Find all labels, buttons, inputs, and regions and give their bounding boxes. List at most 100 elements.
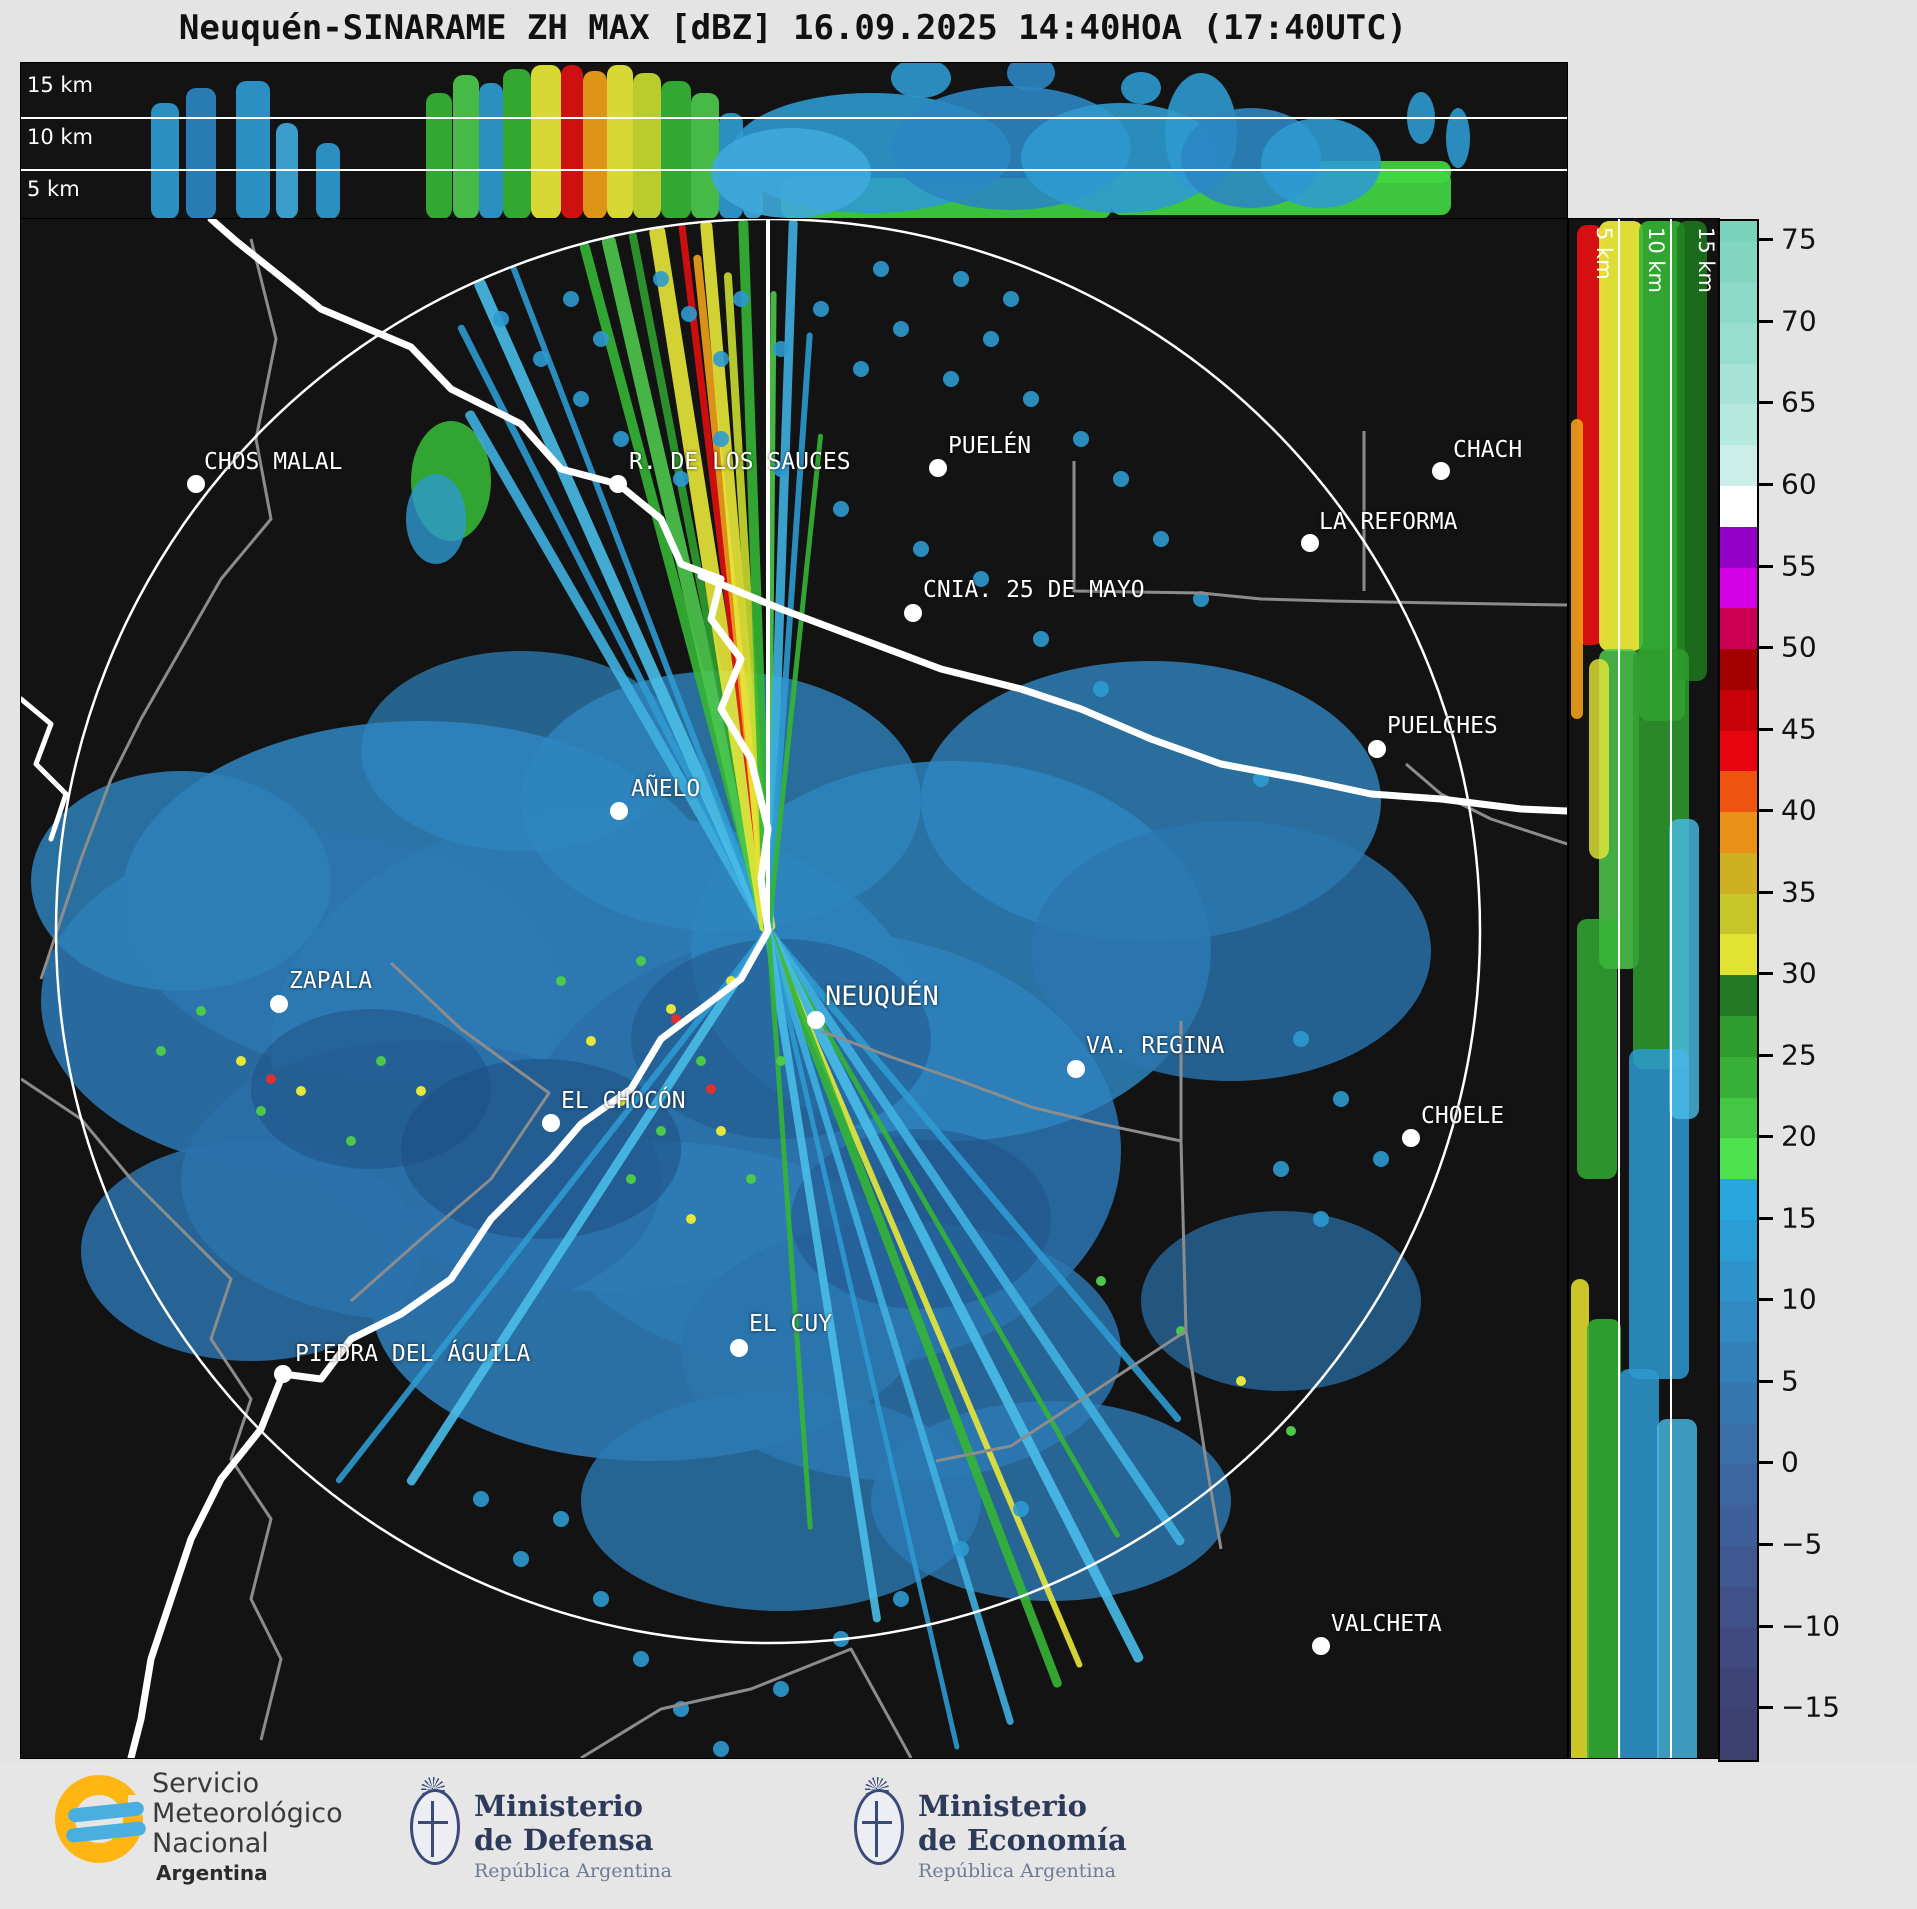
echo-shape — [706, 1084, 716, 1094]
city-label: R. DE LOS SAUCES — [629, 449, 851, 475]
city-label: LA REFORMA — [1319, 509, 1458, 535]
echo-shape — [673, 471, 689, 487]
altitude-axis-label: 15 km — [1694, 227, 1718, 294]
echo-shape — [613, 431, 629, 447]
echo-shape — [833, 501, 849, 517]
echo-shape — [1141, 1211, 1421, 1391]
colorbar-tick-label: −5 — [1781, 1527, 1823, 1561]
echo-shape — [746, 1174, 756, 1184]
altitude-axis-label: 15 km — [27, 73, 94, 97]
ministerio-defensa-text: Ministerio de Defensa República Argentin… — [474, 1789, 672, 1882]
colorbar-segment — [1720, 1382, 1757, 1425]
echo-shape — [1619, 1369, 1659, 1758]
city-label: PUELÉN — [948, 433, 1032, 459]
echo-shape — [696, 1056, 706, 1066]
echo-shape — [1577, 919, 1617, 1179]
echo-shape — [813, 301, 829, 317]
smn-logo-block: Servicio Meteorológico Nacional Argentin… — [0, 1763, 460, 1909]
echo-shape — [31, 771, 331, 991]
colorbar-segment — [1720, 1138, 1757, 1180]
echo-shape — [186, 88, 216, 219]
colorbar-segment — [1720, 1627, 1757, 1669]
echo-shape — [1023, 391, 1039, 407]
colorbar-tick — [1759, 1379, 1773, 1383]
echo-shape — [893, 321, 909, 337]
echo-shape — [1236, 1376, 1246, 1386]
ministerio-defensa-block: Ministerio de Defensa República Argentin… — [408, 1763, 848, 1909]
colorbar-segment — [1720, 1342, 1757, 1384]
colorbar-segment — [1720, 852, 1757, 895]
colorbar-segment — [1720, 221, 1757, 242]
colorbar-tick-label: 0 — [1781, 1445, 1799, 1479]
footer-logos: Servicio Meteorológico Nacional Argentin… — [0, 1763, 1917, 1909]
colorbar-segment — [1720, 1423, 1757, 1465]
colorbar-segment — [1720, 1056, 1757, 1098]
echo-shape — [1571, 419, 1583, 719]
echo-shape — [1033, 631, 1049, 647]
echo-shape — [656, 1126, 666, 1136]
echo-shape — [616, 1096, 626, 1106]
echo-shape — [607, 65, 633, 219]
colorbar-tick-label: 40 — [1781, 793, 1817, 827]
altitude-gridline — [1618, 219, 1620, 1758]
echo-shape — [81, 1141, 421, 1361]
echo-shape — [1587, 1319, 1621, 1758]
colorbar-tick-label: 50 — [1781, 630, 1817, 664]
colorbar-segment — [1720, 404, 1757, 446]
echo-shape — [873, 261, 889, 277]
colorbar-segment — [1720, 771, 1757, 813]
top-altitude-profile-panel: 15 km 10 km 5 km — [20, 62, 1568, 220]
echo-shape — [633, 73, 661, 219]
map-linework — [21, 219, 1567, 1758]
echo-shape — [681, 306, 697, 322]
echo-shape — [733, 291, 749, 307]
echo-shape — [426, 93, 452, 219]
city-label: ZAPALA — [289, 968, 373, 994]
colorbar-segment — [1720, 1545, 1757, 1588]
echo-shape — [943, 371, 959, 387]
colorbar-tick — [1759, 809, 1773, 813]
colorbar-segment — [1720, 1097, 1757, 1139]
colorbar-tick — [1759, 1135, 1773, 1139]
reflectivity-colorbar — [1718, 219, 1759, 1762]
echo-shape — [256, 1106, 266, 1116]
smn-name: Servicio Meteorológico Nacional — [152, 1768, 343, 1859]
city-dot — [904, 604, 922, 622]
colorbar-tick-label: 15 — [1781, 1201, 1817, 1235]
colorbar-tick — [1759, 646, 1773, 650]
echo-shape — [561, 65, 583, 219]
echo-shape — [556, 976, 566, 986]
echo-shape — [1176, 1326, 1186, 1336]
echo-shape — [416, 1086, 426, 1096]
echo-shape — [1657, 1419, 1697, 1758]
city-dot — [730, 1339, 748, 1357]
city-label: EL CHOCÓN — [561, 1088, 686, 1114]
colorbar-segment — [1720, 1749, 1757, 1761]
colorbar-tick — [1759, 238, 1773, 242]
city-dot — [187, 475, 205, 493]
colorbar-segment — [1720, 608, 1757, 650]
city-label: CHOELE — [1421, 1103, 1505, 1129]
city-dot — [807, 1011, 825, 1029]
colorbar-tick — [1759, 482, 1773, 486]
echo-shape — [953, 1541, 969, 1557]
echo-shape — [1153, 531, 1169, 547]
echo-shape — [1669, 819, 1699, 1119]
colorbar-segment — [1720, 893, 1757, 935]
echo-shape — [513, 1551, 529, 1567]
echo-shape — [406, 474, 466, 564]
echo-shape — [953, 271, 969, 287]
colorbar-segment — [1720, 1505, 1757, 1547]
colorbar-tick — [1759, 1542, 1773, 1546]
echo-shape — [573, 391, 589, 407]
echo-shape — [913, 541, 929, 557]
echo-shape — [1571, 1279, 1589, 1758]
echo-shape — [376, 1056, 386, 1066]
city-dot — [1432, 462, 1450, 480]
city-dot — [1301, 534, 1319, 552]
coat-of-arms-icon — [408, 1777, 460, 1869]
city-label: EL CUY — [749, 1311, 833, 1337]
colorbar-segment — [1720, 241, 1757, 283]
echo-shape — [773, 341, 789, 357]
colorbar-segment — [1720, 1301, 1757, 1343]
